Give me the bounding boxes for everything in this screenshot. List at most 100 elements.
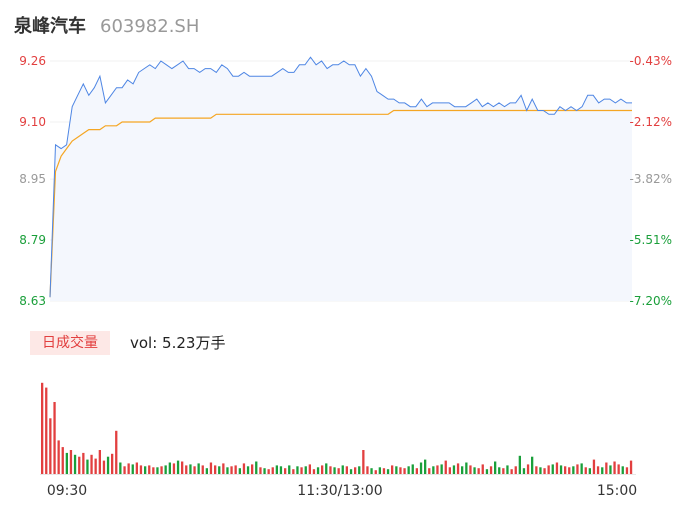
volume-bar — [506, 465, 509, 474]
volume-bar — [94, 458, 97, 474]
volume-bar — [222, 463, 225, 474]
price-tick-label: 8.79 — [19, 233, 46, 247]
time-tick-label: 11:30/13:00 — [297, 483, 382, 499]
volume-bar — [349, 469, 353, 474]
volume-bar — [135, 462, 138, 474]
volume-bar — [197, 463, 200, 474]
volume-bar — [148, 465, 151, 474]
volume-bar — [139, 465, 143, 474]
volume-bar — [189, 464, 192, 474]
volume-bar — [267, 469, 270, 474]
volume-bar — [271, 467, 274, 474]
volume-bar — [601, 467, 604, 474]
volume-bar — [263, 468, 266, 474]
volume-bar — [485, 469, 489, 474]
chart-header: 泉峰汽车 603982.SH — [14, 12, 199, 40]
volume-bar — [123, 466, 126, 474]
volume-bar — [345, 466, 348, 474]
volume-bar — [526, 464, 530, 474]
volume-bar — [477, 468, 480, 474]
volume-bar — [469, 465, 472, 474]
volume-bar — [308, 464, 311, 474]
volume-bar — [333, 467, 336, 474]
volume-bar — [181, 461, 184, 474]
time-tick-label: 09:30 — [47, 483, 87, 499]
price-tick-label: 8.95 — [19, 172, 46, 186]
volume-bar — [160, 466, 163, 474]
price-tick-label: 9.10 — [19, 115, 46, 129]
volume-bar — [374, 470, 377, 474]
volume-bar — [90, 454, 93, 474]
volume-bar — [164, 465, 167, 474]
volume-bar — [45, 387, 48, 474]
volume-bar — [494, 461, 497, 474]
volume-bar — [69, 450, 73, 474]
volume-bar — [568, 467, 571, 474]
volume-bar — [185, 465, 188, 474]
volume-bar — [391, 465, 394, 474]
volume-bar — [461, 466, 464, 474]
volume-bar — [424, 459, 427, 474]
volume-bar — [378, 467, 381, 474]
volume-bar — [337, 468, 340, 474]
volume-bar — [419, 462, 423, 474]
volume-bar — [629, 460, 633, 474]
volume-bar — [73, 454, 77, 474]
volume-bar — [152, 467, 155, 474]
volume-bar — [98, 450, 101, 474]
volume-bar — [362, 450, 365, 474]
volume-bar — [304, 466, 307, 474]
volume-bar — [555, 462, 559, 474]
volume-bar — [489, 466, 493, 474]
price-area — [50, 57, 632, 302]
volume-bar — [115, 430, 118, 474]
volume-bar — [444, 460, 447, 474]
volume-bar — [242, 463, 246, 474]
volume-bar — [144, 466, 147, 474]
volume-tag[interactable]: 日成交量 — [30, 331, 110, 355]
volume-bar — [41, 382, 44, 474]
volume-bar — [428, 468, 431, 474]
volume-bar — [259, 467, 262, 474]
volume-bar — [617, 464, 620, 474]
volume-bar — [205, 468, 208, 474]
volume-bar — [395, 466, 398, 474]
percent-tick-label: -7.20% — [630, 294, 672, 308]
volume-bar — [325, 463, 328, 474]
volume-bar — [119, 462, 122, 474]
volume-bar — [514, 466, 517, 474]
volume-bar — [382, 468, 386, 474]
volume-bar — [234, 465, 237, 474]
volume-bar — [193, 466, 196, 474]
price-line — [49, 56, 632, 298]
volume-bar — [572, 466, 575, 474]
volume-bar — [436, 465, 439, 474]
volume-bar — [296, 466, 299, 474]
volume-bar — [82, 452, 85, 474]
volume-label: vol: 5.23万手 — [130, 334, 226, 352]
volume-bar — [621, 466, 624, 474]
volume-bar — [510, 469, 513, 474]
volume-bar — [218, 466, 221, 474]
volume-bar — [531, 456, 534, 474]
price-tick-label: 8.63 — [19, 294, 46, 308]
volume-bar — [172, 463, 176, 474]
volume-bar — [370, 468, 373, 474]
volume-bar — [284, 468, 287, 474]
volume-bar — [329, 466, 332, 474]
volume-bar — [78, 456, 81, 474]
average-price-line — [49, 109, 632, 298]
volume-bar — [57, 440, 60, 474]
volume-bar — [209, 462, 213, 474]
volume-bar — [316, 467, 320, 474]
volume-bar — [49, 418, 52, 474]
volume-bar — [358, 466, 361, 474]
percent-tick-label: -5.51% — [630, 233, 672, 247]
volume-bar — [473, 467, 476, 474]
volume-bar — [251, 464, 254, 474]
volume-bar — [300, 467, 303, 474]
volume-bar — [341, 465, 344, 474]
volume-bar — [226, 467, 229, 474]
volume-bar — [580, 463, 583, 474]
